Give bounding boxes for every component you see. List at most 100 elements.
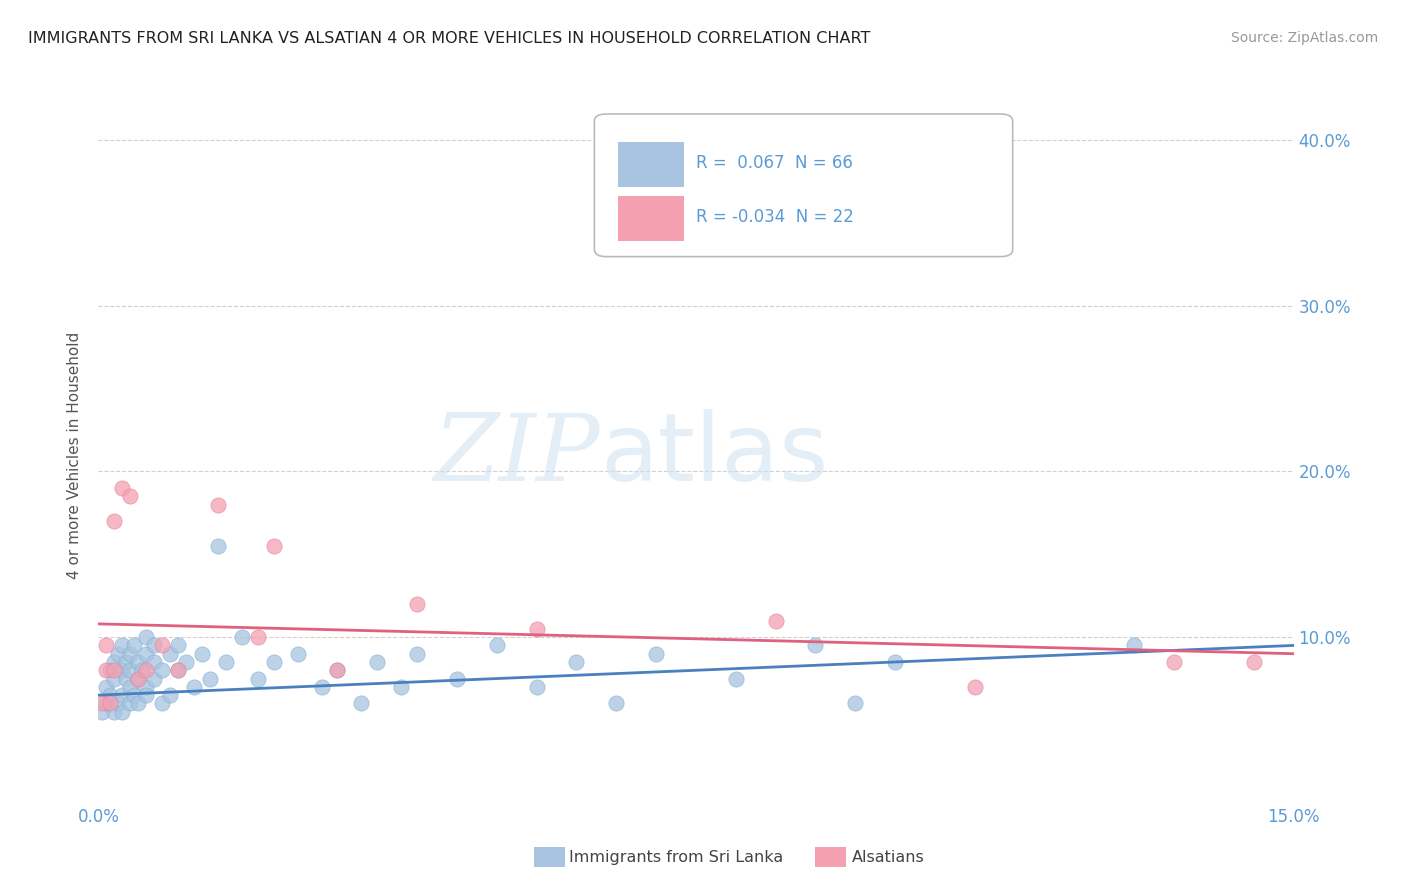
Y-axis label: 4 or more Vehicles in Household: 4 or more Vehicles in Household	[67, 331, 83, 579]
Point	[107, 697, 129, 711]
Point	[1243, 655, 1265, 669]
Point	[159, 688, 181, 702]
Point	[215, 655, 238, 669]
Point	[115, 655, 138, 669]
Point	[115, 672, 138, 686]
Point	[100, 697, 122, 711]
Point	[127, 672, 149, 686]
Text: ZIP: ZIP	[433, 410, 600, 500]
Point	[135, 663, 157, 677]
Point	[150, 663, 173, 677]
Point	[174, 655, 197, 669]
Point	[311, 680, 333, 694]
Point	[91, 697, 114, 711]
Point	[143, 672, 166, 686]
Point	[111, 639, 134, 653]
Point	[96, 663, 118, 677]
Point	[263, 539, 285, 553]
Text: R = -0.034  N = 22: R = -0.034 N = 22	[696, 208, 853, 226]
Point	[120, 663, 142, 677]
Point	[111, 481, 134, 495]
Point	[150, 697, 173, 711]
Point	[167, 639, 190, 653]
Bar	[619, 142, 685, 187]
Point	[1163, 655, 1185, 669]
Point	[207, 539, 229, 553]
Point	[526, 680, 548, 694]
Point	[135, 647, 157, 661]
Point	[765, 614, 787, 628]
Point	[287, 647, 309, 661]
Point	[124, 639, 146, 653]
Point	[100, 663, 122, 677]
Point	[127, 655, 149, 669]
Point	[389, 680, 412, 694]
Point	[366, 655, 388, 669]
Text: IMMIGRANTS FROM SRI LANKA VS ALSATIAN 4 OR MORE VEHICLES IN HOUSEHOLD CORRELATIO: IMMIGRANTS FROM SRI LANKA VS ALSATIAN 4 …	[28, 31, 870, 46]
Point	[120, 489, 142, 503]
Text: Alsatians: Alsatians	[852, 850, 925, 864]
Point	[124, 688, 146, 702]
Point	[96, 680, 118, 694]
Point	[150, 639, 173, 653]
Point	[143, 655, 166, 669]
Point	[135, 630, 157, 644]
Point	[111, 705, 134, 719]
Point	[183, 680, 205, 694]
Point	[107, 647, 129, 661]
Point	[111, 663, 134, 677]
Point	[135, 680, 157, 694]
Point	[246, 630, 269, 644]
Point	[120, 680, 142, 694]
Point	[804, 639, 827, 653]
Point	[96, 697, 118, 711]
Point	[103, 663, 125, 677]
Point	[485, 639, 508, 653]
Point	[191, 647, 214, 661]
Point	[231, 630, 253, 644]
Point	[127, 697, 149, 711]
Point	[120, 647, 142, 661]
Point	[127, 672, 149, 686]
Point	[100, 688, 122, 702]
Point	[963, 680, 986, 694]
Point	[135, 688, 157, 702]
Point	[167, 663, 190, 677]
Point	[446, 672, 468, 686]
Point	[350, 697, 373, 711]
Bar	[619, 196, 685, 242]
Point	[246, 672, 269, 686]
Point	[167, 663, 190, 677]
Text: atlas: atlas	[600, 409, 828, 501]
Point	[103, 705, 125, 719]
Point	[103, 655, 125, 669]
Point	[96, 639, 118, 653]
Point	[605, 697, 627, 711]
Point	[884, 655, 907, 669]
Point	[143, 639, 166, 653]
Point	[91, 705, 114, 719]
Point	[207, 498, 229, 512]
Point	[645, 647, 668, 661]
Point	[159, 647, 181, 661]
Text: Source: ZipAtlas.com: Source: ZipAtlas.com	[1230, 31, 1378, 45]
Point	[565, 655, 588, 669]
Point	[406, 597, 429, 611]
Point	[724, 672, 747, 686]
Point	[131, 663, 153, 677]
Point	[326, 663, 349, 677]
Point	[526, 622, 548, 636]
Point	[103, 672, 125, 686]
Point	[120, 697, 142, 711]
Point	[111, 688, 134, 702]
Point	[326, 663, 349, 677]
Point	[406, 647, 429, 661]
Point	[103, 514, 125, 528]
FancyBboxPatch shape	[595, 114, 1012, 257]
Text: R =  0.067  N = 66: R = 0.067 N = 66	[696, 153, 853, 171]
Point	[263, 655, 285, 669]
Point	[1123, 639, 1146, 653]
Point	[844, 697, 866, 711]
Point	[198, 672, 221, 686]
Text: Immigrants from Sri Lanka: Immigrants from Sri Lanka	[569, 850, 783, 864]
